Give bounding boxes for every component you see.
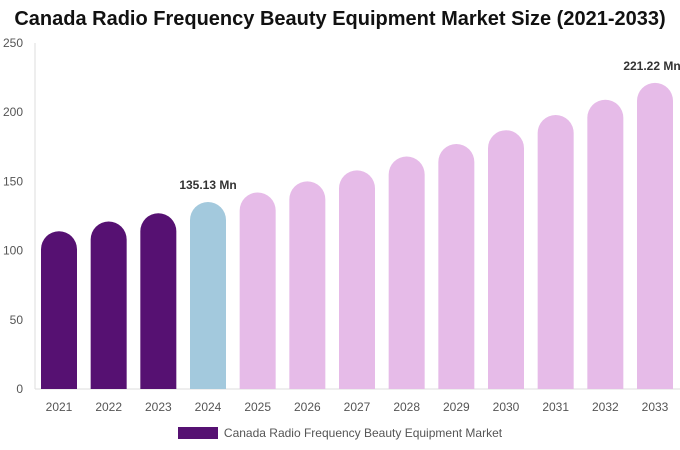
bar (190, 201, 226, 389)
x-tick-label: 2025 (244, 400, 271, 414)
bar (90, 221, 127, 389)
chart-title: Canada Radio Frequency Beauty Equipment … (14, 8, 666, 30)
bar (140, 213, 177, 389)
x-tick-label: 2023 (145, 400, 172, 414)
y-tick-label: 250 (3, 36, 23, 50)
x-tick-label: 2028 (393, 400, 420, 414)
legend-label: Canada Radio Frequency Beauty Equipment … (223, 426, 503, 440)
x-tick-label: 2029 (443, 400, 470, 414)
bar (637, 82, 673, 389)
data-label: 221.22 Mn (623, 59, 680, 73)
y-tick-label: 0 (16, 382, 23, 396)
bar (488, 130, 524, 389)
x-tick-label: 2021 (46, 400, 73, 414)
y-tick-label: 50 (10, 313, 24, 327)
bar (537, 114, 574, 389)
x-tick-label: 2031 (542, 400, 569, 414)
x-tick-label: 2033 (642, 400, 669, 414)
bar (239, 192, 276, 389)
y-tick-label: 150 (3, 174, 23, 188)
data-label: 135.13 Mn (179, 178, 236, 192)
legend: Canada Radio Frequency Beauty Equipment … (0, 426, 680, 440)
x-tick-label: 2022 (95, 400, 122, 414)
bar (41, 231, 77, 389)
bar (587, 99, 624, 389)
bar (339, 170, 375, 389)
bar (438, 144, 475, 389)
x-tick-label: 2024 (195, 400, 222, 414)
legend-swatch (177, 427, 218, 439)
x-tick-label: 2027 (344, 400, 371, 414)
x-tick-label: 2026 (294, 400, 321, 414)
y-tick-label: 100 (3, 244, 23, 258)
bar (388, 156, 425, 389)
y-tick-label: 200 (3, 105, 23, 119)
bar (289, 181, 326, 389)
x-tick-label: 2030 (493, 400, 520, 414)
x-tick-label: 2032 (592, 400, 619, 414)
